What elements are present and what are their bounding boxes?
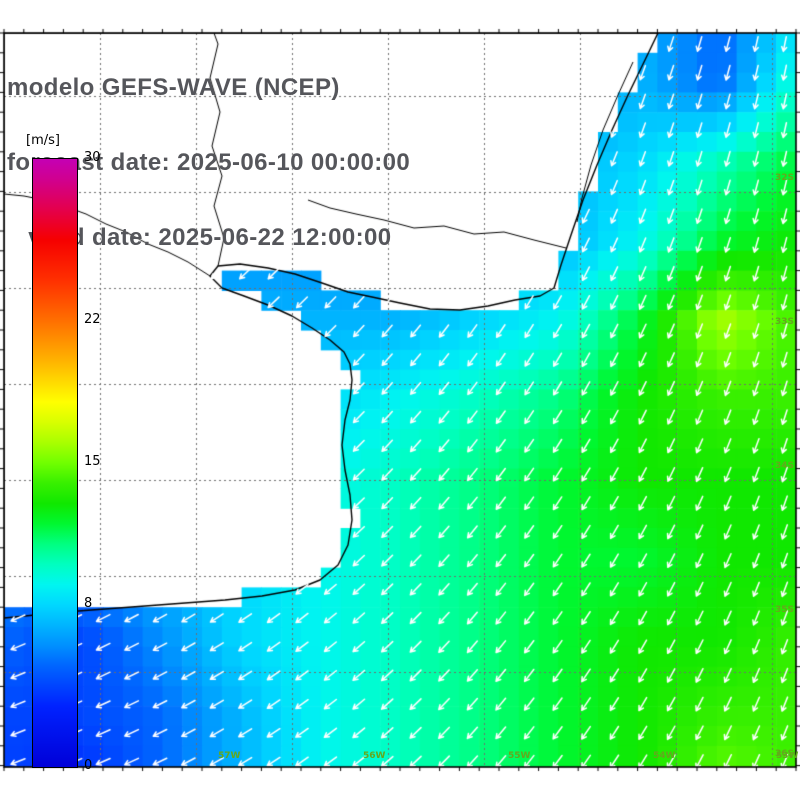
colorbar-tick-label: 30: [84, 150, 101, 165]
colorbar-unit-label: [m/s]: [26, 133, 60, 148]
longitude-label: 56W: [363, 751, 386, 761]
colorbar-tick-label: 8: [84, 595, 93, 611]
model-title: modelo GEFS-WAVE (NCEP): [7, 74, 340, 101]
longitude-label: 53W: [776, 751, 799, 761]
longitude-label: 57W: [218, 751, 241, 761]
longitude-label: 55W: [508, 751, 531, 761]
colorbar-tick-label: 22: [84, 312, 101, 328]
colorbar-tick-label: 15: [84, 454, 101, 469]
latitude-label: 36S: [775, 749, 795, 759]
colorbar-tick-label: 0: [84, 758, 93, 773]
latitude-label: 35S: [775, 605, 795, 615]
latitude-label: 32S: [775, 173, 795, 183]
longitude-label: 54W: [653, 751, 676, 761]
colorbar-gradient: [32, 158, 78, 768]
latitude-label: 34S: [775, 461, 795, 471]
latitude-label: 33S: [775, 317, 795, 327]
